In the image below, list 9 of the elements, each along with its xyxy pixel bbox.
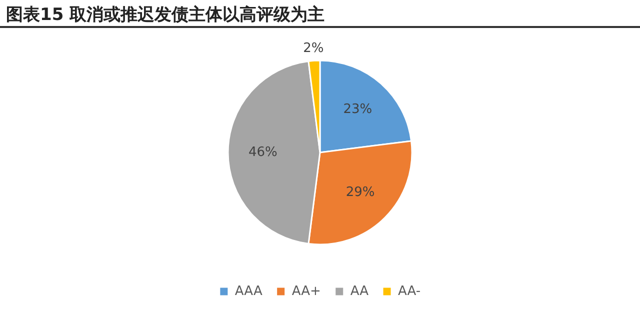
legend-label: AAA — [234, 284, 262, 299]
data-label: 29% — [346, 185, 375, 200]
data-label: 46% — [248, 144, 278, 160]
chart-title: 图表15 取消或推迟发债主体以高评级为主 — [0, 0, 640, 28]
legend-label: AA — [350, 284, 369, 299]
data-label: 2% — [303, 41, 324, 56]
data-label: 23% — [343, 102, 372, 118]
legend-label: AA+ — [292, 284, 321, 299]
legend-label: AA- — [398, 284, 421, 299]
